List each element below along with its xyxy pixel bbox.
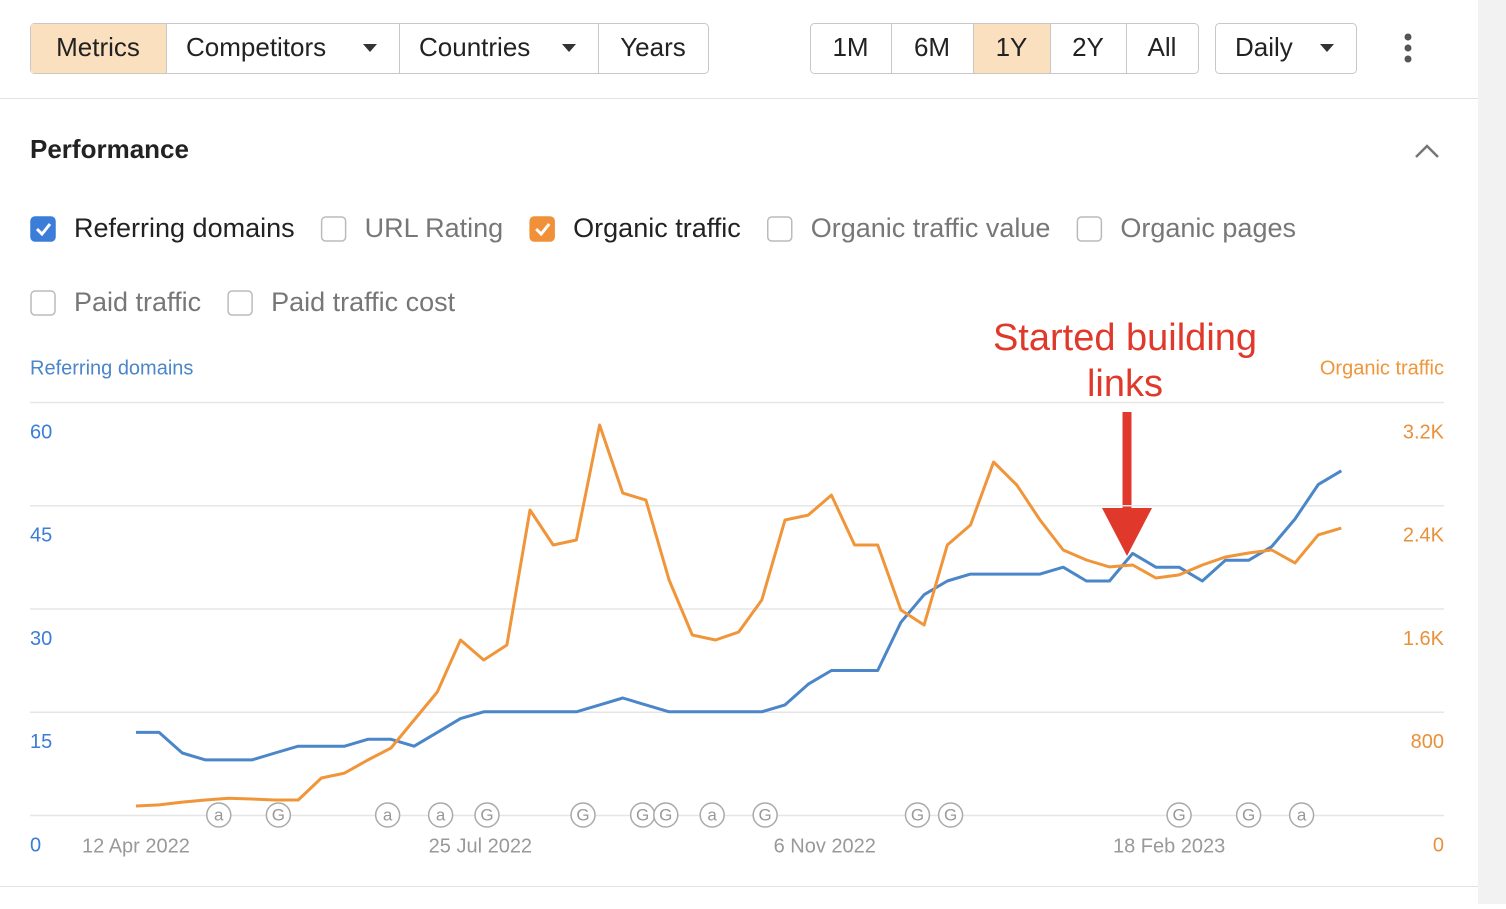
event-label: a <box>1297 805 1307 824</box>
button-group <box>1215 23 1357 74</box>
section-title: Performance <box>30 134 189 164</box>
event-label: a <box>383 805 393 824</box>
checkbox-label[interactable]: Organic traffic value <box>811 213 1051 243</box>
dropdown-caret <box>363 44 377 52</box>
y-axis-title: Referring domains <box>30 357 193 379</box>
button-selected <box>974 24 1050 73</box>
check-mark <box>535 223 551 237</box>
event-marker[interactable] <box>570 802 596 828</box>
y-tick-label: 0 <box>1433 834 1444 856</box>
y-tick-label: 2.4K <box>1403 525 1445 547</box>
checkbox[interactable] <box>320 216 347 242</box>
annotation-box: Started building links <box>992 317 1258 405</box>
event-marker[interactable] <box>653 802 679 828</box>
scrollbar <box>1478 0 1506 904</box>
checkbox-label[interactable]: Organic traffic <box>573 213 741 243</box>
annotation: Started building links <box>992 317 1258 405</box>
event-label: G <box>911 805 924 824</box>
event-label: a <box>214 805 224 824</box>
checkbox-label[interactable]: URL Rating <box>365 213 504 243</box>
event-label: G <box>480 805 493 824</box>
y-tick-label: 30 <box>30 628 52 650</box>
event-marker[interactable] <box>1166 802 1192 828</box>
checkbox[interactable] <box>767 216 793 242</box>
event-label: G <box>576 805 589 824</box>
button-selected <box>31 24 166 73</box>
checkbox[interactable] <box>30 216 56 242</box>
checkbox[interactable] <box>1076 216 1103 242</box>
x-tick-label: 12 Apr 2022 <box>82 835 190 857</box>
dropdown-caret <box>562 44 576 52</box>
event-label: G <box>759 805 772 824</box>
event-marker[interactable] <box>752 802 778 828</box>
x-tick-label: 6 Nov 2022 <box>774 835 876 857</box>
event-label: G <box>659 805 672 824</box>
toolbar-button[interactable]: 1Y <box>996 32 1028 62</box>
check-mark <box>35 223 52 237</box>
event-marker[interactable] <box>265 802 292 828</box>
checkbox-label[interactable]: Referring domains <box>74 213 295 243</box>
y-tick-label: 60 <box>30 421 52 443</box>
collapse-icon[interactable] <box>1415 144 1439 158</box>
x-tick-label: 18 Feb 2023 <box>1113 835 1225 857</box>
checkbox[interactable] <box>529 216 555 242</box>
checkbox[interactable] <box>30 290 56 316</box>
toolbar-button[interactable]: 2Y <box>1072 32 1104 62</box>
event-label: a <box>436 805 446 824</box>
y-tick-label: 1.6K <box>1403 628 1445 650</box>
toolbar-button[interactable]: 1M <box>832 32 868 62</box>
event-marker[interactable] <box>1235 802 1262 828</box>
y2-axis-title: Organic traffic <box>1320 357 1444 379</box>
y-tick-label: 45 <box>30 525 52 547</box>
y-tick-label: 800 <box>1411 731 1444 753</box>
y-tick-label: 3.2K <box>1403 421 1445 443</box>
toolbar-button[interactable]: Metrics <box>56 32 140 62</box>
event-marker[interactable] <box>474 802 500 828</box>
y-tick-label: 15 <box>30 731 52 753</box>
event-marker[interactable] <box>1288 802 1315 828</box>
event-label: G <box>272 805 285 824</box>
more-menu[interactable] <box>1404 33 1412 63</box>
event-marker[interactable] <box>699 802 725 828</box>
event-marker[interactable] <box>427 802 454 828</box>
toolbar-button[interactable]: Countries <box>419 32 530 62</box>
toolbar-button[interactable]: Years <box>620 32 686 62</box>
event-label: G <box>1172 805 1185 824</box>
event-marker[interactable] <box>904 802 931 828</box>
toolbar-button[interactable]: Daily <box>1235 32 1293 62</box>
event-label: G <box>1242 805 1255 824</box>
toolbar-button[interactable]: All <box>1148 32 1177 62</box>
checkbox[interactable] <box>227 290 253 316</box>
series-line <box>136 469 1343 762</box>
checkbox-label[interactable]: Paid traffic <box>74 287 201 317</box>
event-marker[interactable] <box>206 802 232 828</box>
toolbar-button[interactable]: 6M <box>914 32 950 62</box>
dropdown-caret <box>1320 44 1334 52</box>
event-marker[interactable] <box>937 802 964 828</box>
event-label: G <box>636 805 649 824</box>
event-label: a <box>707 805 717 824</box>
series-line <box>135 423 1342 808</box>
y-tick-label: 0 <box>30 834 41 856</box>
event-label: G <box>944 805 957 824</box>
toolbar-button[interactable]: Competitors <box>186 32 326 62</box>
checkbox-label[interactable]: Organic pages <box>1120 213 1296 243</box>
event-marker[interactable] <box>374 802 401 828</box>
checkbox-label[interactable]: Paid traffic cost <box>271 287 456 317</box>
x-tick-label: 25 Jul 2022 <box>429 835 532 857</box>
arrow-head <box>1102 508 1152 556</box>
